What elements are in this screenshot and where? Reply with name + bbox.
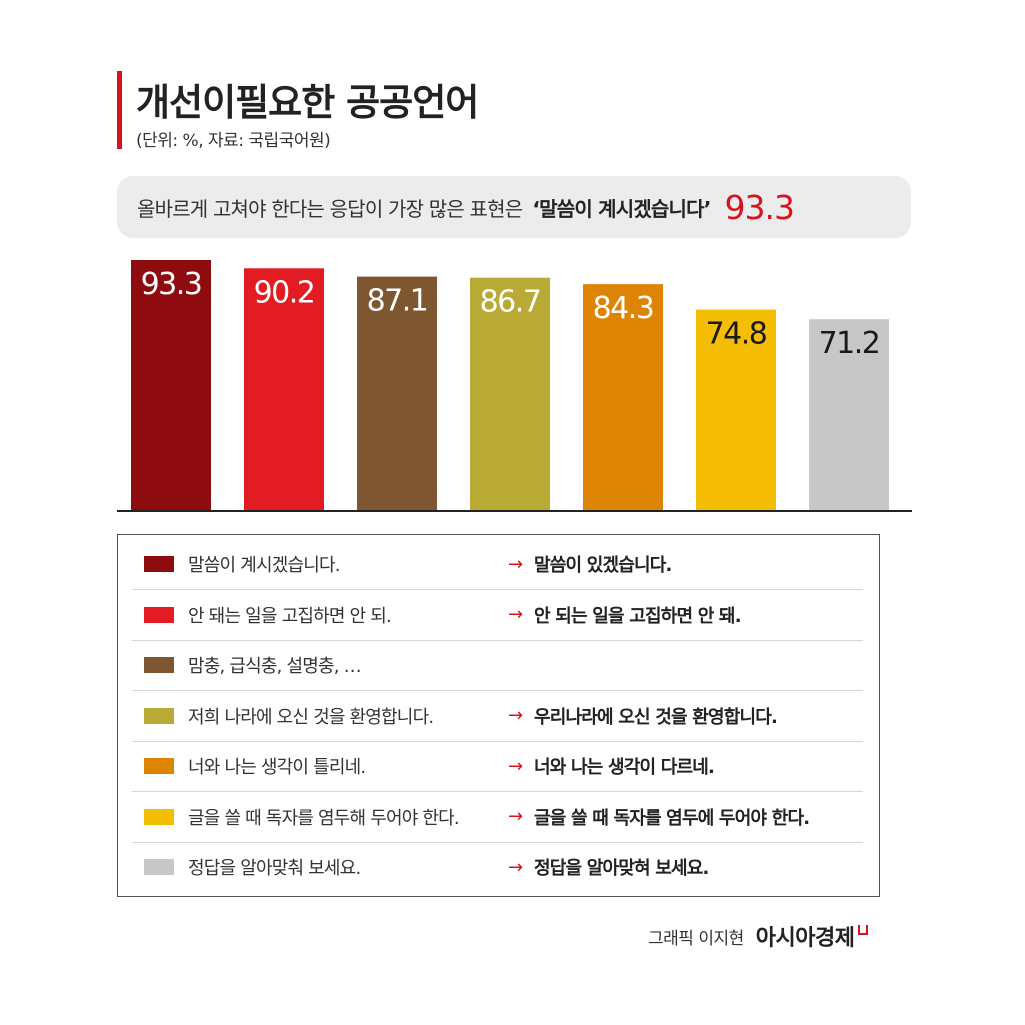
legend-swatch (144, 606, 174, 623)
arrow-right-icon: → (508, 755, 524, 777)
credit: 그래픽 이지현 아시아경제 (648, 920, 869, 952)
legend-row: 너와 나는 생각이 틀리네. → 너와 나는 생각이 다르네. (132, 741, 863, 792)
legend-swatch (144, 808, 174, 825)
bar (809, 319, 889, 510)
bar (131, 260, 211, 510)
arrow-right-icon: → (508, 806, 524, 827)
brand-logo: 아시아경제 (755, 926, 855, 951)
legend-expression: 안 돼는 일을 고집하면 안 되. (188, 605, 392, 627)
chart-title: 개선이필요한 공공언어 (136, 81, 479, 124)
bar-value-label: 74.8 (706, 317, 767, 352)
bar (357, 276, 437, 510)
bar-value-label: 87.1 (367, 284, 428, 319)
legend-expression: 정답을 알아맞춰 보세요. (188, 858, 361, 879)
bar-value-label: 84.3 (593, 291, 654, 326)
legend-swatch (144, 556, 174, 572)
bar-value-label: 93.3 (141, 267, 202, 302)
bar (696, 309, 776, 510)
bar-value-label: 86.7 (480, 285, 541, 320)
legend-expression: 너와 나는 생각이 틀리네. (188, 757, 366, 778)
bar-value-label: 71.2 (819, 326, 880, 361)
legend-correction: 정답을 알아맞혀 보세요. (534, 858, 709, 879)
bar (470, 277, 550, 510)
legend-row: 말씀이 계시겠습니다. → 말씀이 있겠습니다. (132, 539, 863, 590)
legend-row: 저희 나라에 오신 것을 환영합니다. → 우리나라에 오신 것을 환영합니다. (132, 691, 863, 742)
legend-swatch (144, 657, 174, 673)
highlight-value: 93.3 (724, 187, 795, 227)
legend-expression: 맘충, 급식충, 설명충, … (188, 656, 362, 677)
title-accent-bar (117, 71, 122, 149)
brand-mark-icon (858, 925, 869, 935)
legend-correction: 글을 쓸 때 독자를 염두에 두어야 한다. (534, 807, 810, 829)
legend-swatch (144, 758, 174, 774)
legend-correction: 안 되는 일을 고집하면 안 돼. (534, 605, 742, 627)
legend-correction: 너와 나는 생각이 다르네. (534, 757, 715, 778)
bar-chart: 93.3 90.2 87.1 86.7 84.3 74.8 71.2 (117, 260, 912, 512)
legend-swatch (144, 707, 174, 724)
arrow-right-icon: → (508, 705, 524, 726)
legend-row: 글을 쓸 때 독자를 염두해 두어야 한다. → 글을 쓸 때 독자를 염두에 두어… (132, 792, 863, 843)
highlight-text: 올바르게 고쳐야 한다는 응답이 가장 많은 표현은 (137, 196, 523, 221)
legend-box: 말씀이 계시겠습니다. → 말씀이 있겠습니다. 안 돼는 일을 고집하면 안 되. →… (117, 534, 880, 897)
legend-expression: 글을 쓸 때 독자를 염두해 두어야 한다. (188, 807, 460, 829)
legend-expression: 저희 나라에 오신 것을 환영합니다. (188, 706, 434, 728)
highlight-banner: 올바르게 고쳐야 한다는 응답이 가장 많은 표현은 ‘말씀이 계시겠습니다’ … (117, 176, 911, 238)
bar-value-label: 90.2 (254, 275, 315, 310)
legend-row: 정답을 알아맞춰 보세요. → 정답을 알아맞혀 보세요. (132, 842, 863, 892)
arrow-right-icon: → (508, 856, 524, 878)
legend-correction: 우리나라에 오신 것을 환영합니다. (534, 706, 778, 728)
bar (583, 284, 663, 510)
arrow-right-icon: → (508, 553, 524, 575)
legend-row: 맘충, 급식충, 설명충, … (132, 640, 863, 691)
highlight-phrase: ‘말씀이 계시겠습니다’ (532, 196, 711, 221)
credit-text: 그래픽 이지현 (648, 928, 744, 949)
legend-row: 안 돼는 일을 고집하면 안 되. → 안 되는 일을 고집하면 안 돼. (132, 590, 863, 641)
legend-correction: 말씀이 있겠습니다. (534, 555, 672, 576)
chart-subtitle: (단위: %, 자료: 국립국어원) (136, 131, 331, 151)
bar (244, 268, 324, 510)
legend-swatch (144, 859, 174, 875)
arrow-right-icon: → (508, 604, 524, 625)
legend-expression: 말씀이 계시겠습니다. (188, 555, 340, 576)
